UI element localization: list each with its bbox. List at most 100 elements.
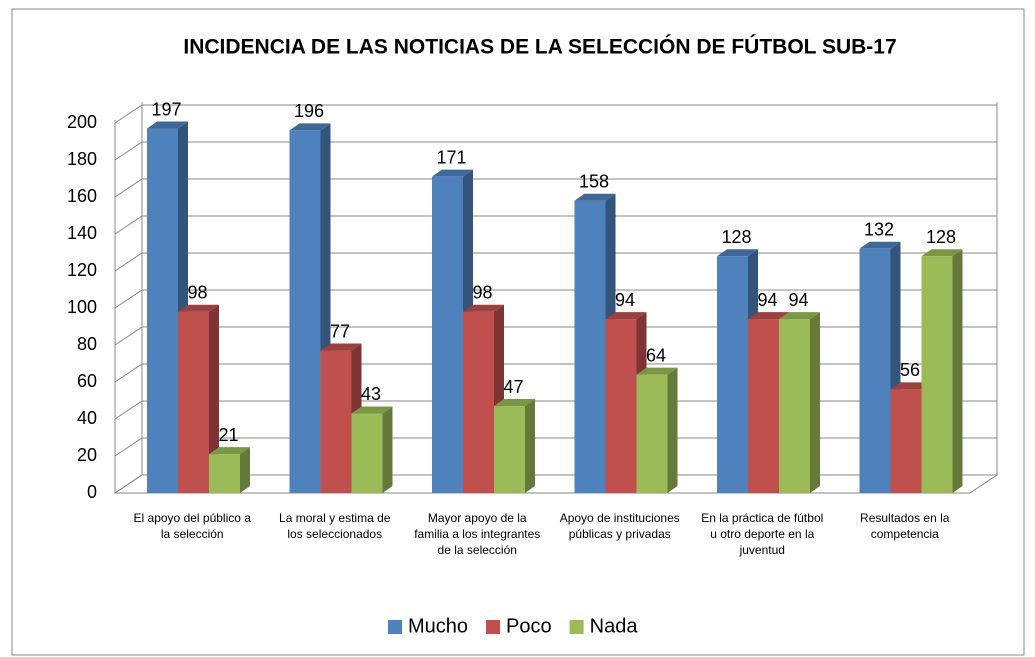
y-tick-label: 180 [67,149,97,169]
bar-front [748,319,779,493]
value-label: 197 [151,99,181,119]
grid-line [114,363,997,383]
legend-swatch [569,620,584,634]
bar-front [178,311,209,493]
bar-side [810,312,820,493]
legend-swatch [486,620,501,634]
value-label: 21 [218,425,238,445]
x-tick-label: En la práctica de fútbol u otro deporte … [701,511,824,557]
y-tick-label: 200 [67,112,97,132]
bar-top [432,169,473,177]
y-tick-label: 20 [77,445,97,465]
bar-top [494,399,535,407]
grid-line [114,178,997,198]
bar [717,249,758,493]
bar-top [636,367,678,375]
value-label: 171 [436,147,466,167]
y-tick-label: 60 [77,371,97,391]
bar-top [289,123,331,131]
bar-front [494,406,525,493]
bar-side [667,367,678,493]
value-label: 128 [721,227,751,247]
value-label: 47 [503,377,523,397]
bar-front [717,256,748,493]
bar-front [859,248,891,493]
bar-top [890,382,932,390]
bar-front [636,374,668,493]
grid-line [114,104,997,124]
bar-top [779,312,820,320]
bar-front [289,130,321,493]
bar-front [209,454,240,493]
bar-top [717,249,758,257]
y-tick-label: 140 [67,223,97,243]
bar-front [463,311,494,493]
x-tick-label: Mayor apoyo de la familia a los integran… [414,511,541,557]
x-tick-label: El apoyo del público a la selección [133,511,251,541]
bar-top [574,193,616,201]
y-tick-label: 80 [77,334,97,354]
bar-top [209,447,250,455]
bar-top [147,121,188,129]
bar [147,121,188,494]
bar-side [209,304,219,493]
bar [636,367,678,493]
y-tick-label: 120 [67,260,97,280]
bar [209,447,250,493]
grid-line [114,326,997,346]
bar-front [320,350,352,493]
bar-front [147,128,178,494]
bar-top [178,304,219,312]
bar [178,304,219,493]
bar-top [605,312,647,320]
bar-front [779,319,810,493]
grid-line [114,141,997,161]
bar-top [748,312,789,320]
bar-side [525,399,535,493]
legend-swatch [388,620,402,634]
bar-side [952,249,963,493]
value-label: 132 [864,220,894,240]
y-tick-label: 160 [67,186,97,206]
bar-front [351,413,383,493]
x-tick-label: La moral y estima de los seleccionados [279,511,391,541]
bar-top [463,304,504,312]
legend-label: Poco [506,615,552,637]
value-label: 98 [472,282,492,302]
bar-top [921,249,963,257]
value-label: 77 [330,321,350,341]
value-label: 94 [615,290,635,310]
bar-side [240,447,250,493]
grid-line [114,215,997,235]
grid-line [114,289,997,309]
bar-front [921,256,953,493]
bar [921,249,963,493]
value-label: 64 [646,345,666,365]
value-label: 158 [579,171,609,191]
y-tick-label: 40 [77,408,97,428]
grid-line [114,437,997,457]
value-label: 43 [361,384,381,404]
value-label: 98 [187,282,207,302]
bar [320,343,362,493]
bar [859,241,901,493]
value-label: 94 [757,290,777,310]
bar-top [320,343,362,351]
value-label: 56 [900,360,920,380]
bar-top [859,241,901,249]
bar-front [574,200,606,493]
grid-line [114,252,997,272]
x-tick-label: Apoyo de instituciones públicas y privad… [559,511,680,541]
y-tick-label: 100 [67,297,97,317]
legend-label: Nada [590,615,639,637]
legend-label: Mucho [408,615,468,637]
bar-top [351,406,393,414]
y-tick-label: 0 [87,482,97,502]
bar-front [605,319,637,493]
bar-side [382,406,393,493]
bar-front [890,389,922,493]
bar [494,399,535,493]
bar-front [432,176,463,493]
